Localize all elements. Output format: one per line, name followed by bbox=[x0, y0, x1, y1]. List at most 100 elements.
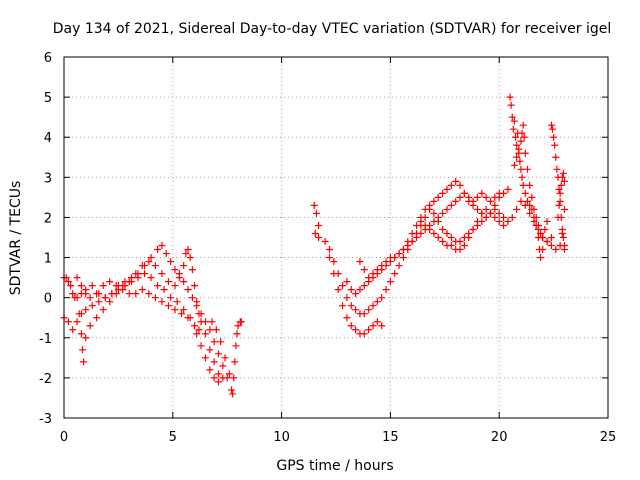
data-point bbox=[434, 193, 442, 201]
data-point bbox=[217, 338, 225, 346]
data-point bbox=[553, 165, 561, 173]
data-point bbox=[125, 278, 133, 286]
data-point bbox=[325, 254, 333, 262]
data-point bbox=[315, 234, 323, 241]
data-point bbox=[214, 378, 222, 386]
data-point bbox=[473, 205, 481, 213]
data-point bbox=[495, 217, 503, 225]
data-point bbox=[158, 270, 166, 278]
data-point bbox=[132, 270, 140, 278]
data-point bbox=[206, 326, 214, 334]
data-point bbox=[439, 238, 447, 246]
y-tick-label: 0 bbox=[44, 292, 52, 307]
data-point bbox=[395, 250, 403, 258]
data-point bbox=[71, 294, 79, 302]
data-point bbox=[210, 374, 218, 382]
data-point bbox=[517, 165, 525, 173]
data-point bbox=[86, 322, 94, 330]
data-point bbox=[233, 330, 241, 338]
y-tick-label: 1 bbox=[44, 252, 52, 267]
data-point bbox=[395, 262, 403, 270]
data-point bbox=[219, 362, 227, 370]
data-point bbox=[360, 310, 368, 318]
data-point bbox=[513, 205, 521, 213]
data-point bbox=[373, 298, 381, 306]
data-point bbox=[141, 270, 149, 278]
plot-border bbox=[63, 56, 609, 419]
data-point bbox=[369, 302, 377, 310]
data-point bbox=[138, 262, 146, 270]
x-tick-label: 0 bbox=[60, 430, 68, 445]
data-point bbox=[82, 334, 90, 342]
data-point bbox=[373, 318, 381, 326]
data-point bbox=[125, 290, 133, 298]
data-point bbox=[180, 306, 188, 314]
y-axis-label: SDTVAR / TECUs bbox=[8, 181, 24, 296]
data-point bbox=[443, 205, 451, 213]
data-point bbox=[186, 254, 194, 262]
data-point bbox=[417, 229, 425, 237]
data-point bbox=[417, 217, 425, 225]
data-point bbox=[175, 274, 183, 282]
data-point bbox=[188, 294, 196, 302]
data-point bbox=[154, 282, 162, 290]
data-point bbox=[171, 306, 179, 314]
data-point bbox=[334, 286, 342, 294]
data-point bbox=[556, 242, 564, 250]
data-point bbox=[478, 189, 486, 197]
data-point bbox=[93, 314, 101, 322]
y-tick-label: 3 bbox=[44, 171, 52, 186]
data-point bbox=[495, 209, 503, 217]
data-point bbox=[508, 113, 516, 121]
data-point bbox=[478, 209, 486, 217]
data-point bbox=[119, 286, 127, 294]
data-point bbox=[523, 165, 531, 173]
data-point bbox=[347, 322, 355, 330]
data-point bbox=[214, 370, 222, 378]
data-point bbox=[452, 197, 460, 205]
data-point bbox=[321, 238, 329, 246]
axis-layer: 0 5 10 15 20 25 -3 -2 -1 0 1 2 3 4 5 6 bbox=[39, 51, 616, 445]
data-point bbox=[145, 290, 153, 298]
data-point bbox=[197, 318, 205, 326]
data-point bbox=[178, 310, 186, 318]
data-point bbox=[558, 173, 566, 181]
data-point bbox=[378, 266, 386, 274]
data-point bbox=[86, 294, 94, 302]
data-point bbox=[382, 286, 390, 294]
data-point bbox=[352, 290, 360, 298]
data-point bbox=[507, 101, 515, 109]
series-sat-d bbox=[73, 274, 203, 334]
data-point bbox=[515, 145, 523, 153]
data-point bbox=[539, 234, 547, 241]
data-point bbox=[171, 266, 179, 274]
data-point bbox=[101, 294, 109, 302]
data-point bbox=[232, 342, 240, 350]
data-point bbox=[352, 306, 360, 314]
data-point bbox=[509, 125, 517, 133]
data-point bbox=[510, 117, 518, 125]
data-point bbox=[520, 133, 528, 141]
data-point bbox=[195, 326, 203, 334]
data-point bbox=[560, 177, 568, 185]
data-point bbox=[228, 386, 236, 394]
data-point bbox=[526, 201, 534, 209]
data-point bbox=[88, 302, 96, 310]
data-point bbox=[360, 282, 368, 290]
data-point bbox=[191, 322, 199, 330]
data-point bbox=[447, 181, 455, 189]
data-point bbox=[99, 282, 107, 290]
data-point bbox=[482, 205, 490, 213]
data-point bbox=[556, 197, 564, 205]
data-point bbox=[158, 242, 166, 250]
data-point bbox=[164, 278, 172, 286]
data-point bbox=[456, 238, 464, 246]
data-point bbox=[95, 298, 103, 306]
data-point bbox=[164, 302, 172, 310]
data-point bbox=[541, 225, 549, 233]
data-point bbox=[430, 229, 438, 237]
data-point bbox=[521, 189, 529, 197]
data-point bbox=[519, 121, 527, 129]
data-point bbox=[519, 181, 527, 189]
